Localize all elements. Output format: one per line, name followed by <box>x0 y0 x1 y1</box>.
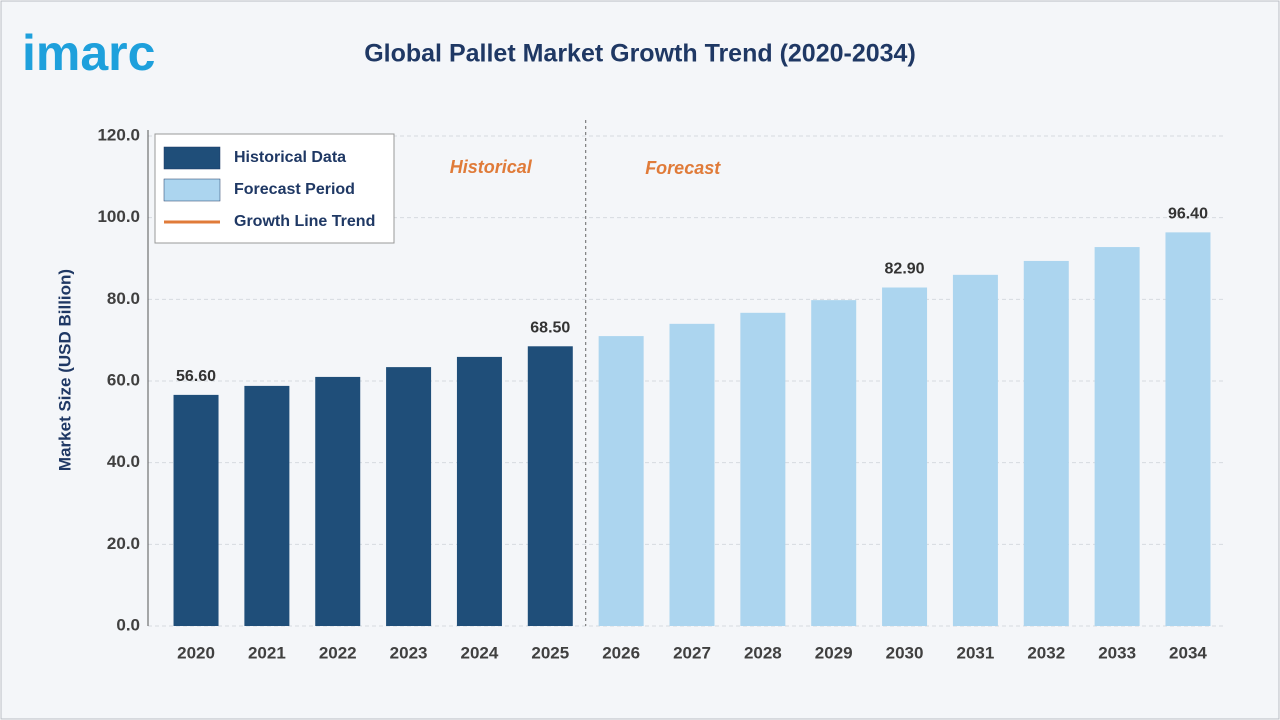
bar <box>1165 232 1211 626</box>
bar <box>315 376 361 626</box>
bar <box>740 312 786 626</box>
y-tick-label: 0.0 <box>116 615 140 634</box>
bar <box>456 356 502 626</box>
x-tick-label: 2020 <box>177 643 215 662</box>
bar <box>811 300 857 626</box>
x-tick-label: 2027 <box>673 643 711 662</box>
value-label: 68.50 <box>530 320 570 337</box>
y-tick-label: 80.0 <box>107 289 140 308</box>
y-tick-label: 60.0 <box>107 370 140 389</box>
x-tick-label: 2026 <box>602 643 640 662</box>
chart-title: Global Pallet Market Growth Trend (2020-… <box>364 40 916 68</box>
value-label: 96.40 <box>1168 206 1208 223</box>
bar <box>882 287 928 626</box>
bar <box>669 323 715 626</box>
x-tick-label: 2033 <box>1098 643 1136 662</box>
value-label: 82.90 <box>885 261 925 278</box>
bar <box>952 274 998 626</box>
legend-swatch <box>163 178 221 202</box>
x-tick-label: 2030 <box>886 643 924 662</box>
x-tick-label: 2031 <box>956 643 994 662</box>
bar <box>173 394 219 626</box>
x-tick-label: 2024 <box>461 643 499 662</box>
legend-label: Growth Line Trend <box>234 213 375 230</box>
x-tick-label: 2029 <box>815 643 853 662</box>
y-tick-label: 120.0 <box>97 125 140 144</box>
y-tick-label: 20.0 <box>107 534 140 553</box>
bar <box>386 367 432 626</box>
x-tick-label: 2022 <box>319 643 357 662</box>
bar <box>598 336 644 626</box>
x-tick-label: 2028 <box>744 643 782 662</box>
value-label: 56.60 <box>176 368 216 385</box>
bar <box>1023 260 1069 626</box>
y-tick-label: 100.0 <box>97 207 140 226</box>
x-tick-label: 2023 <box>390 643 428 662</box>
annotation: Historical <box>450 157 533 177</box>
annotation: Forecast <box>645 158 721 178</box>
x-tick-label: 2021 <box>248 643 286 662</box>
y-axis-label: Market Size (USD Billion) <box>55 269 74 471</box>
x-tick-label: 2032 <box>1027 643 1065 662</box>
bar <box>1094 247 1140 627</box>
x-tick-label: 2025 <box>531 643 569 662</box>
bar <box>527 346 573 626</box>
legend-swatch <box>163 146 221 170</box>
legend-label: Historical Data <box>234 149 346 166</box>
x-tick-label: 2034 <box>1169 643 1207 662</box>
logo: imarc <box>22 25 155 81</box>
y-tick-label: 40.0 <box>107 452 140 471</box>
legend-label: Forecast Period <box>234 181 355 198</box>
bar <box>244 385 290 626</box>
